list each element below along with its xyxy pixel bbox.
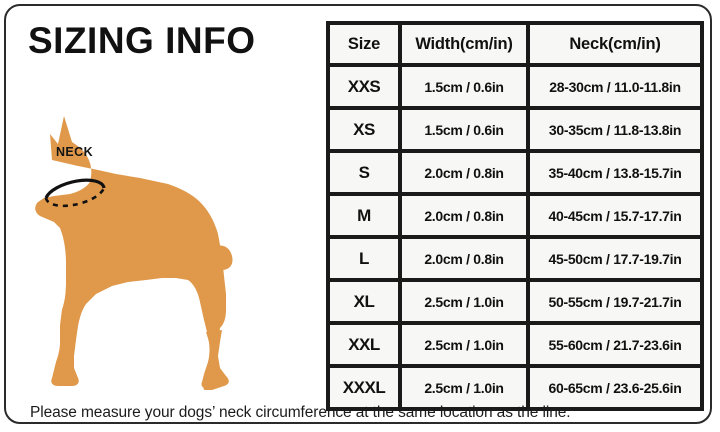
table-row: XL 2.5cm / 1.0in 50-55cm / 19.7-21.7in xyxy=(328,280,702,323)
cell-width: 2.0cm / 0.8in xyxy=(400,151,528,194)
cell-size: XXS xyxy=(328,65,400,108)
header-width: Width(cm/in) xyxy=(400,23,528,65)
cell-width: 2.0cm / 0.8in xyxy=(400,237,528,280)
cell-neck: 60-65cm / 23.6-25.6in xyxy=(528,366,702,409)
dog-illustration xyxy=(20,88,320,390)
cell-neck: 35-40cm / 13.8-15.7in xyxy=(528,151,702,194)
cell-size: XS xyxy=(328,108,400,151)
cell-width: 2.5cm / 1.0in xyxy=(400,366,528,409)
table-row: XS 1.5cm / 0.6in 30-35cm / 11.8-13.8in xyxy=(328,108,702,151)
cell-width: 1.5cm / 0.6in xyxy=(400,108,528,151)
cell-width: 1.5cm / 0.6in xyxy=(400,65,528,108)
table-row: XXS 1.5cm / 0.6in 28-30cm / 11.0-11.8in xyxy=(328,65,702,108)
cell-width: 2.0cm / 0.8in xyxy=(400,194,528,237)
table-row: XXL 2.5cm / 1.0in 55-60cm / 21.7-23.6in xyxy=(328,323,702,366)
cell-neck: 40-45cm / 15.7-17.7in xyxy=(528,194,702,237)
cell-width: 2.5cm / 1.0in xyxy=(400,280,528,323)
sizing-info-card: SIZING INFO NECK xyxy=(4,4,712,424)
table-header-row: Size Width(cm/in) Neck(cm/in) xyxy=(328,23,702,65)
table-row: S 2.0cm / 0.8in 35-40cm / 13.8-15.7in xyxy=(328,151,702,194)
cell-width: 2.5cm / 1.0in xyxy=(400,323,528,366)
table-row: M 2.0cm / 0.8in 40-45cm / 15.7-17.7in xyxy=(328,194,702,237)
cell-size: S xyxy=(328,151,400,194)
cell-size: XXL xyxy=(328,323,400,366)
cell-neck: 28-30cm / 11.0-11.8in xyxy=(528,65,702,108)
table-row: XXXL 2.5cm / 1.0in 60-65cm / 23.6-25.6in xyxy=(328,366,702,409)
table-row: L 2.0cm / 0.8in 45-50cm / 17.7-19.7in xyxy=(328,237,702,280)
header-size: Size xyxy=(328,23,400,65)
neck-measure-line xyxy=(44,178,106,208)
cell-neck: 55-60cm / 21.7-23.6in xyxy=(528,323,702,366)
cell-neck: 45-50cm / 17.7-19.7in xyxy=(528,237,702,280)
cell-neck: 50-55cm / 19.7-21.7in xyxy=(528,280,702,323)
header-neck: Neck(cm/in) xyxy=(528,23,702,65)
sizing-table: Size Width(cm/in) Neck(cm/in) XXS 1.5cm … xyxy=(326,21,704,411)
cell-size: M xyxy=(328,194,400,237)
cell-neck: 30-35cm / 11.8-13.8in xyxy=(528,108,702,151)
cell-size: XXXL xyxy=(328,366,400,409)
footer-instruction: Please measure your dogs’ neck circumfer… xyxy=(30,404,571,421)
dog-silhouette-shape xyxy=(35,116,233,390)
neck-label: NECK xyxy=(56,145,94,159)
page-title: SIZING INFO xyxy=(28,20,256,61)
cell-size: L xyxy=(328,237,400,280)
cell-size: XL xyxy=(328,280,400,323)
